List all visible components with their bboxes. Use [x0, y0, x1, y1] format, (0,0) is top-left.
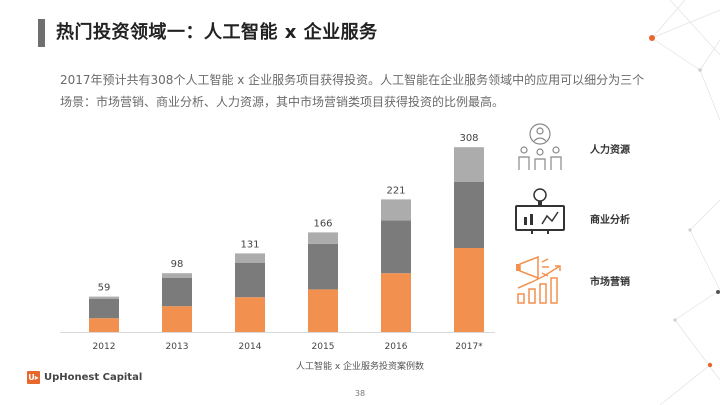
bar-total-label: 166: [313, 218, 332, 229]
x-tick-label: 2017*: [455, 342, 483, 352]
bar-segment-hr-2016: [381, 199, 411, 221]
x-axis-caption: 人工智能 x 企业服务投资案例数: [295, 362, 425, 372]
page-title: 热门投资领域一：人工智能 x 企业服务: [56, 22, 378, 43]
bar-segment-analytics-2017: [454, 182, 484, 248]
x-tick-label: 2015: [312, 342, 335, 352]
x-tick-label: 2014: [239, 342, 262, 352]
bar-segment-marketing-2014: [235, 297, 265, 332]
legend-label-marketing: 市场营销: [590, 277, 630, 288]
megaphone-growth-icon: [516, 255, 561, 304]
bar-total-label: 131: [240, 239, 259, 250]
bar-segment-analytics-2015: [308, 243, 338, 290]
x-tick-label: 2016: [385, 342, 408, 352]
bar-segment-hr-2012: [89, 296, 119, 299]
legend-label-analytics: 商业分析: [590, 215, 630, 226]
bar-total-label: 98: [171, 259, 184, 270]
bar-segment-analytics-2013: [162, 278, 192, 307]
bar-segment-marketing-2016: [381, 273, 411, 332]
bar-segment-marketing-2013: [162, 306, 192, 332]
bar-segment-hr-2017: [454, 147, 484, 182]
stacked-bar-chart: 59 2012 98 2013 131 2014 166 2015 221 2016 308 2017…: [60, 133, 495, 352]
monitor-analytics-icon: [515, 188, 565, 234]
description-line-1: 2017年预计共有308个人工智能 x 企业服务项目获得投资。人工智能在企业服务…: [60, 73, 645, 87]
title-accent-bar: [38, 19, 45, 47]
bar-segment-analytics-2014: [235, 263, 265, 298]
company-logo: U▸ UpHonest Capital: [27, 371, 142, 384]
bar-segment-analytics-2016: [381, 220, 411, 274]
x-tick-label: 2012: [93, 342, 116, 352]
bar-total-label: 308: [459, 133, 478, 144]
bar-segment-marketing-2015: [308, 289, 338, 332]
page-number: 38: [354, 389, 366, 398]
description-line-2: 场景：市场营销、商业分析、人力资源，其中市场营销类项目获得投资的比例最高。: [60, 95, 505, 109]
bar-segment-hr-2015: [308, 232, 338, 244]
bar-total-label: 221: [386, 185, 405, 196]
description: 2017年预计共有308个人工智能 x 企业服务项目获得投资。人工智能在企业服务…: [60, 69, 660, 113]
bar-segment-hr-2014: [235, 253, 265, 263]
bar-segment-hr-2013: [162, 273, 192, 278]
bar-segment-analytics-2012: [89, 299, 119, 319]
logo-text: UpHonest Capital: [44, 372, 143, 383]
x-tick-label: 2013: [166, 342, 189, 352]
legend-label-hr: 人力资源: [590, 145, 630, 156]
bar-segment-marketing-2012: [89, 318, 119, 332]
bar-segment-marketing-2017: [454, 248, 484, 332]
logo-mark: U▸: [27, 371, 40, 384]
bar-total-label: 59: [98, 283, 111, 294]
people-icon: [518, 123, 562, 170]
network-decoration: [649, 0, 720, 405]
